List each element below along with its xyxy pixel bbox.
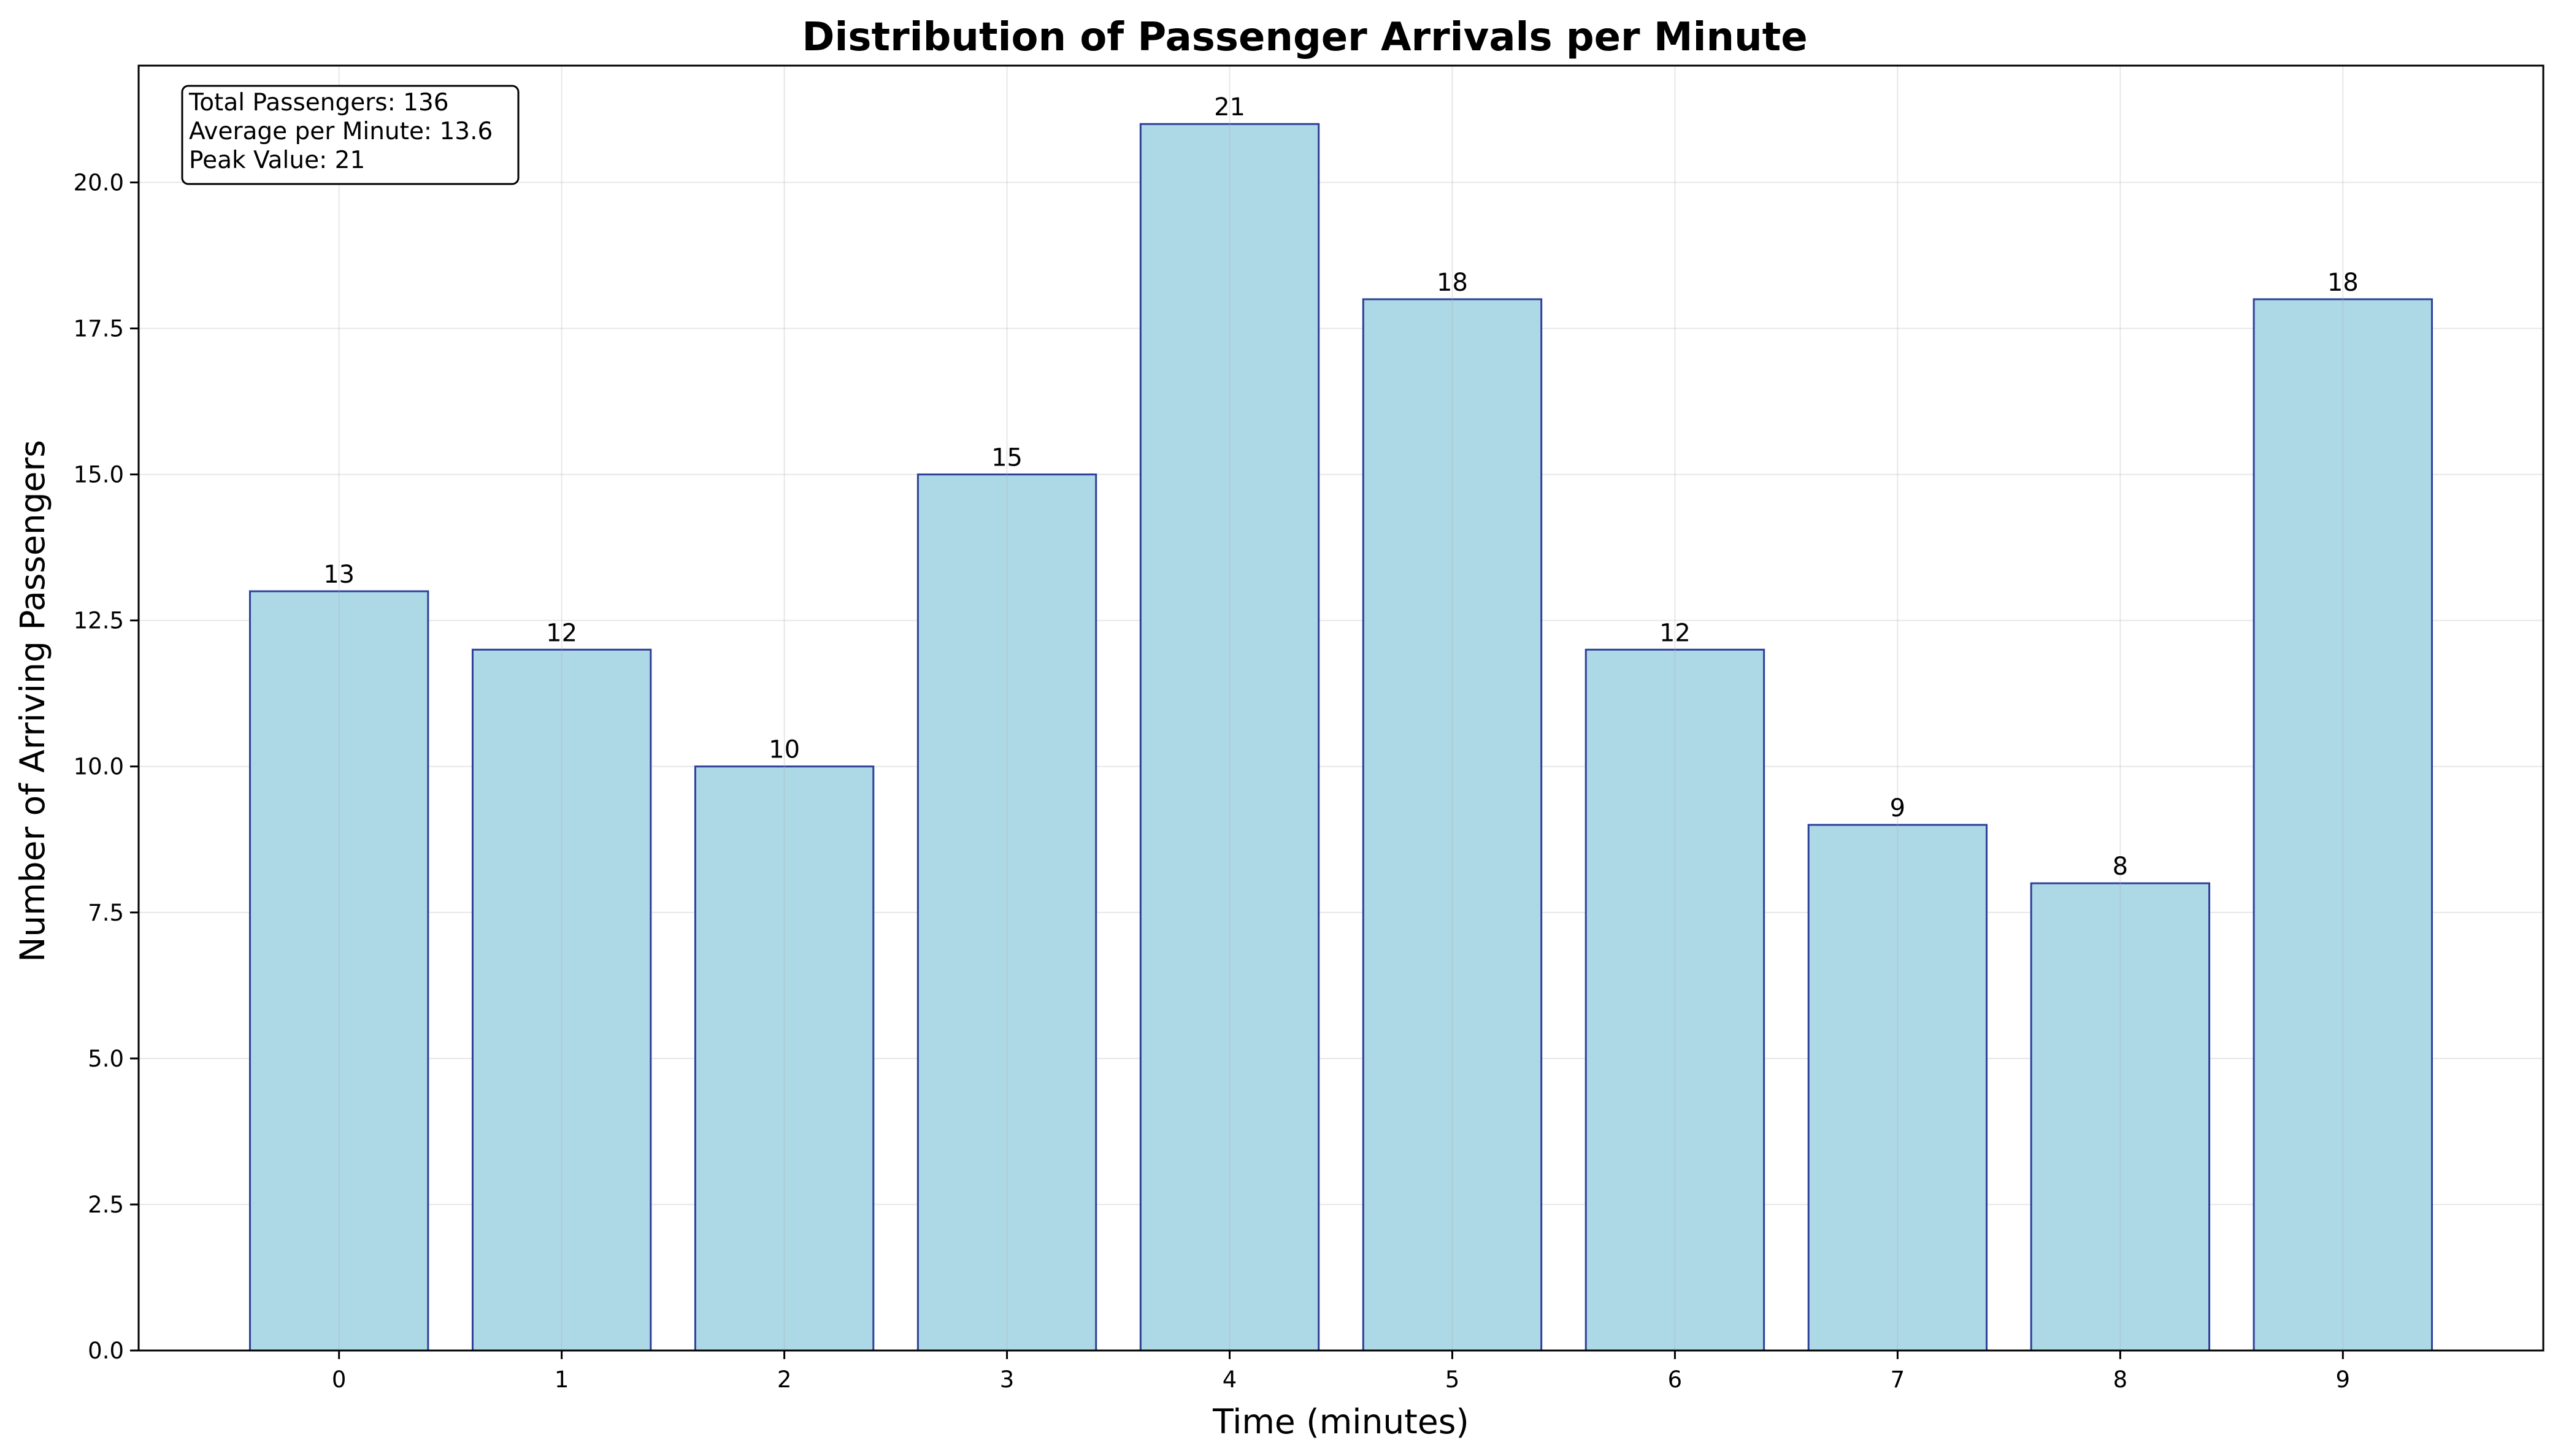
- bar-minute-5: [1362, 298, 1543, 1352]
- x-tick-label: 6: [1668, 1366, 1683, 1393]
- bar-value-label: 21: [1214, 93, 1245, 121]
- bar-value-label: 18: [1437, 269, 1468, 297]
- bar-value-label: 13: [323, 561, 355, 589]
- x-tick-label: 3: [1000, 1366, 1015, 1393]
- bar-minute-3: [916, 473, 1097, 1352]
- bars: [248, 66, 2433, 1352]
- bar-minute-8: [2030, 882, 2211, 1352]
- bar-minute-1: [471, 648, 652, 1352]
- bar-minute-0: [248, 590, 429, 1352]
- x-tick-label: 5: [1445, 1366, 1460, 1393]
- bar-value-label: 12: [1659, 619, 1691, 647]
- x-tick-label: 0: [332, 1366, 347, 1393]
- y-tick-label: 7.5: [88, 900, 124, 926]
- x-tick-label: 7: [1891, 1366, 1905, 1393]
- bar-value-label: 18: [2327, 269, 2359, 297]
- bar-value-labels: 13 12 10 15 21 18 12 9 8 18: [323, 93, 2359, 881]
- y-tick-label: 10.0: [74, 754, 124, 780]
- stats-peak-value: Peak Value: 21: [189, 147, 365, 174]
- x-tick-label: 9: [2336, 1366, 2351, 1393]
- bar-value-label: 15: [991, 444, 1023, 472]
- x-axis-ticks: 0 1 2 3 4 5 6 7 8 9: [332, 1351, 2350, 1393]
- stats-box-frame: [181, 85, 520, 185]
- bar-minute-6: [1584, 648, 1765, 1352]
- bar-minute-9: [2253, 298, 2433, 1352]
- bar-minute-2: [694, 765, 875, 1352]
- bar-value-label: 8: [2113, 853, 2128, 881]
- y-tick-label: 2.5: [88, 1192, 124, 1218]
- plot-frame: [137, 64, 2545, 1352]
- x-axis-label: Time (minutes): [1212, 1402, 1469, 1441]
- x-tick-label: 2: [777, 1366, 792, 1393]
- y-tick-label: 17.5: [74, 316, 124, 342]
- stats-annotation-box: Total Passengers: 136 Average per Minute…: [181, 85, 520, 185]
- bar-value-label: 9: [1890, 794, 1905, 822]
- y-axis-label: Number of Arriving Passengers: [13, 440, 52, 962]
- stats-total-passengers: Total Passengers: 136: [188, 89, 449, 117]
- x-tick-label: 1: [555, 1366, 569, 1393]
- bar-value-label: 12: [546, 619, 577, 647]
- stats-average-per-minute: Average per Minute: 13.6: [189, 118, 493, 145]
- y-axis-ticks: 0.0 2.5 5.0 7.5 10.0 12.5 15.0 17.5 20.0: [74, 169, 139, 1364]
- y-tick-label: 12.5: [74, 608, 124, 634]
- chart-title: Distribution of Passenger Arrivals per M…: [802, 15, 1807, 60]
- y-tick-label: 0.0: [88, 1338, 124, 1364]
- y-tick-label: 15.0: [74, 462, 124, 488]
- y-tick-label: 20.0: [74, 169, 124, 196]
- x-tick-label: 4: [1223, 1366, 1237, 1393]
- bar-value-label: 10: [769, 736, 800, 764]
- bar-minute-4: [1139, 123, 1320, 1352]
- y-tick-label: 5.0: [88, 1046, 124, 1072]
- x-tick-label: 8: [2113, 1366, 2128, 1393]
